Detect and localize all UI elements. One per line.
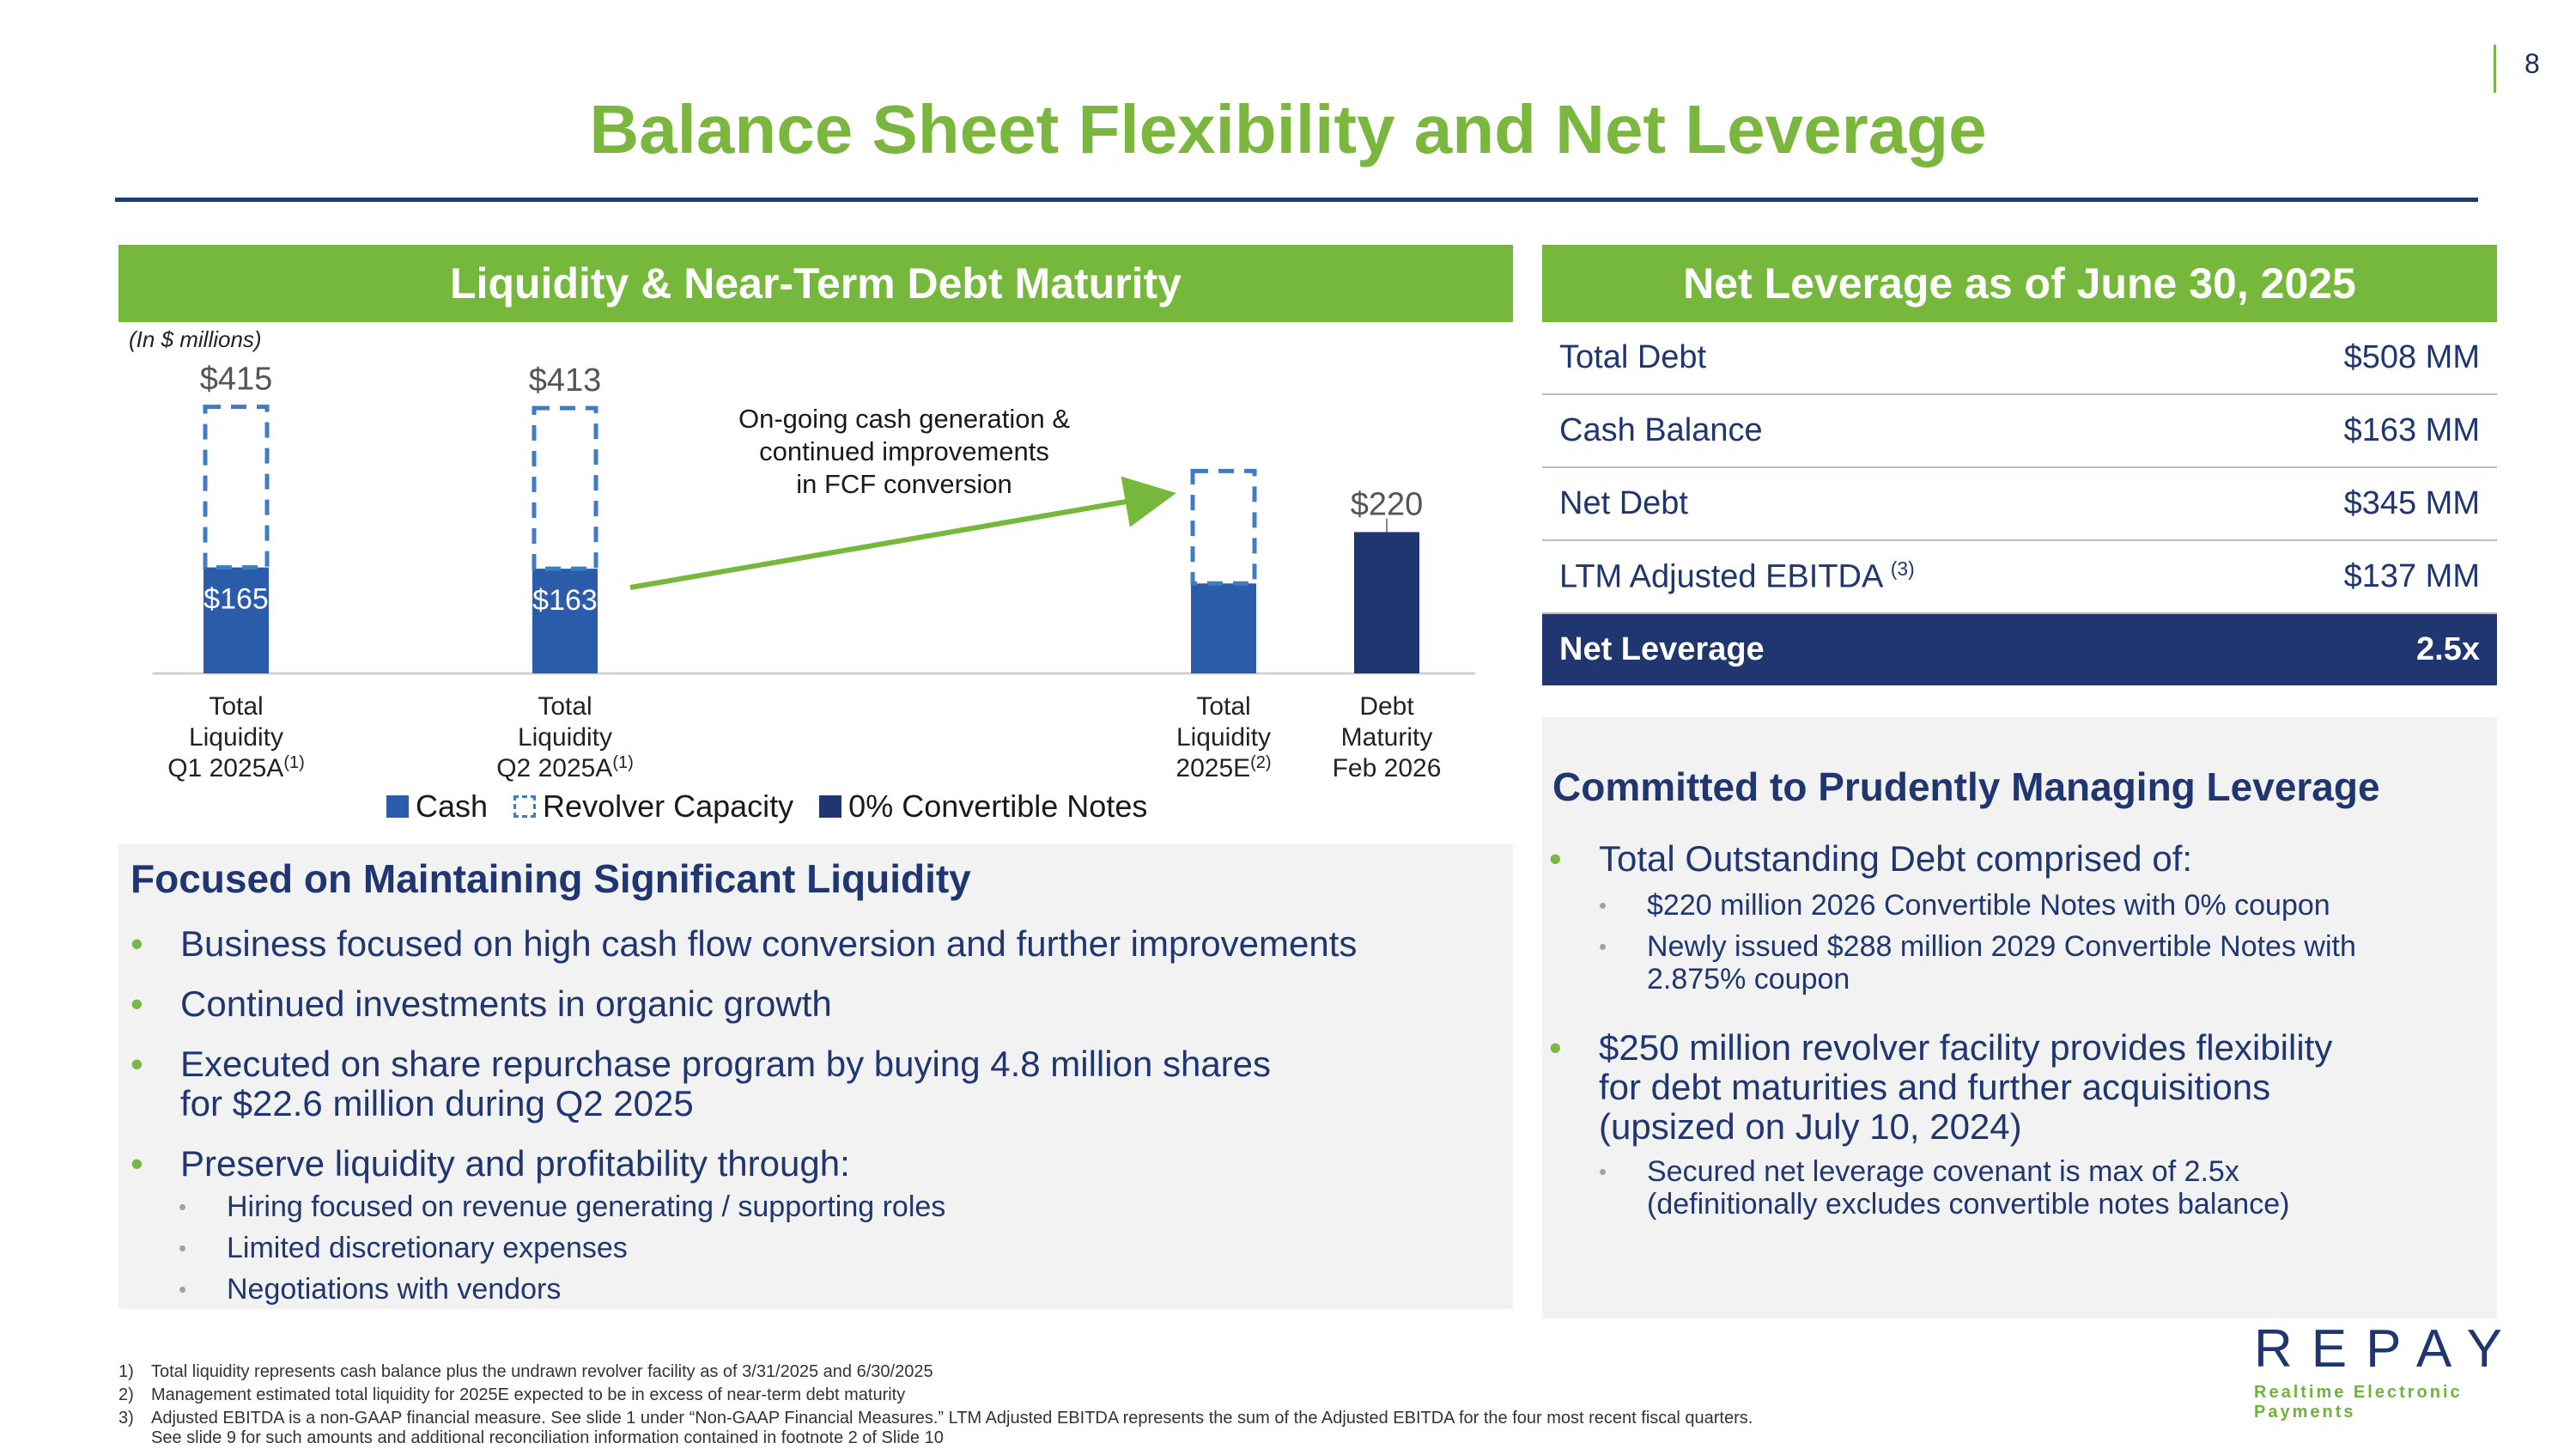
data-label-cash: $165 (204, 583, 269, 616)
data-label-total: $220 (1351, 486, 1424, 522)
x-tick-label: Debt (1359, 692, 1414, 721)
x-tick-label: Q2 2025A(1) (496, 753, 634, 782)
table-row: Total Debt $508 MM (1542, 322, 2497, 395)
legend-label-revolver: Revolver Capacity (543, 788, 794, 824)
legend-label-cash: Cash (416, 788, 489, 824)
repay-logo: REPAY Realtime Electronic Payments (2254, 1318, 2529, 1422)
x-tick-label: 2025E(2) (1176, 753, 1271, 782)
liquidity-focus-panel: Focused on Maintaining Significant Liqui… (118, 843, 1513, 1309)
annotation-text: On-going cash generation & (738, 404, 1070, 434)
sub-bullet-dot-icon: • (1599, 934, 1607, 959)
table-row: Cash Balance $163 MM (1542, 394, 2497, 468)
list-item: • Business focused on high cash flow conv… (131, 923, 1358, 964)
legend-swatch-cash (386, 795, 409, 818)
bar-revolver (532, 405, 598, 571)
legend-item-convertible: 0% Convertible Notes (819, 788, 1147, 825)
x-tick-label: Liquidity (1176, 723, 1271, 752)
row-value-net-debt: $345 MM (2206, 467, 2497, 541)
annotation-text: in FCF conversion (796, 469, 1012, 499)
sub-bullet-dot-icon: • (179, 1235, 187, 1261)
bullet-dot-icon: • (131, 1044, 143, 1084)
page-number-marker (2494, 45, 2496, 93)
x-tick-label: Total (1196, 692, 1250, 721)
bullet-dot-icon: • (131, 1143, 143, 1184)
x-tick-label: Liquidity (518, 723, 612, 752)
legend-item-cash: Cash (386, 788, 488, 825)
data-label-total: $413 (529, 362, 602, 399)
row-label-cash-balance: Cash Balance (1542, 394, 2207, 468)
bar-cash (204, 567, 269, 673)
bar-cash (1191, 583, 1256, 673)
chart-legend: Cash Revolver Capacity 0% Convertible No… (386, 788, 1147, 825)
sub-list-item: • Negotiations with vendors (179, 1273, 562, 1306)
row-label-net-leverage: Net Leverage (1542, 613, 2207, 685)
list-item: • Preserve liquidity and profitability th… (131, 1143, 850, 1184)
growth-arrow (629, 476, 1176, 590)
row-value-total-debt: $508 MM (2206, 322, 2497, 395)
data-label-cash: $163 (532, 584, 598, 617)
bar-revolver (203, 405, 270, 570)
net-leverage-table: Total Debt $508 MM Cash Balance $163 MM … (1542, 322, 2497, 685)
sub-list-item: • Limited discretionary expenses (179, 1232, 628, 1264)
table-row: LTM Adjusted EBITDA (3) $137 MM (1542, 540, 2497, 614)
logo-wordmark: REPAY (2254, 1319, 2521, 1379)
footnote-ref: (3) (1890, 557, 1915, 581)
row-label-total-debt: Total Debt (1542, 322, 2207, 395)
page-number: 8 (2524, 48, 2540, 79)
logo-tagline: Realtime Electronic Payments (2254, 1383, 2463, 1422)
sub-bullet-dot-icon: • (179, 1276, 187, 1302)
bullet-dot-icon: • (1549, 838, 1562, 879)
legend-label-convertible: 0% Convertible Notes (848, 788, 1148, 824)
sub-bullet-dot-icon: • (179, 1194, 187, 1220)
sub-list-item: • Secured net leverage covenant is max of… (1599, 1155, 2290, 1221)
title-divider (115, 198, 2478, 202)
x-tick-label: Total (538, 692, 592, 721)
data-label-total: $415 (200, 362, 273, 398)
bar-cash (532, 569, 598, 673)
x-tick-label: Maturity (1341, 723, 1433, 752)
x-tick-label: Liquidity (189, 723, 283, 752)
page-title: Balance Sheet Flexibility and Net Levera… (589, 91, 1987, 167)
list-item: • $250 million revolver facility provides… (1549, 1027, 2333, 1147)
x-tick-label: Feb 2026 (1333, 754, 1442, 782)
bar-convertible (1354, 532, 1419, 673)
leverage-commitment-title: Committed to Prudently Managing Leverage (1552, 764, 2380, 809)
leverage-commitment-panel: Committed to Prudently Managing Leverage… (1542, 717, 2497, 1318)
table-row-total: Net Leverage 2.5x (1542, 613, 2497, 685)
list-item: • Executed on share repurchase program by… (131, 1044, 1272, 1123)
list-item: • Continued investments in organic growth (131, 983, 832, 1024)
bullet-dot-icon: • (131, 923, 143, 964)
table-row: Net Debt $345 MM (1542, 467, 2497, 541)
annotation-text: continued improvements (759, 436, 1049, 466)
row-label-net-debt: Net Debt (1542, 467, 2207, 541)
legend-swatch-convertible (819, 795, 842, 818)
row-label-ltm-ebitda: LTM Adjusted EBITDA (3) (1542, 540, 2207, 614)
units-note: (In $ millions) (129, 326, 262, 352)
sub-list-item: • Newly issued $288 million 2029 Converti… (1599, 930, 2356, 995)
legend-swatch-revolver (513, 795, 537, 818)
x-tick-label: Q1 2025A(1) (167, 753, 305, 782)
liquidity-focus-title: Focused on Maintaining Significant Liqui… (131, 856, 971, 901)
row-value-ltm-ebitda: $137 MM (2206, 540, 2497, 614)
row-value-net-leverage: 2.5x (2206, 613, 2497, 685)
sub-bullet-dot-icon: • (1599, 892, 1607, 918)
sub-bullet-dot-icon: • (1599, 1159, 1607, 1184)
row-value-cash-balance: $163 MM (2206, 394, 2497, 468)
legend-item-revolver: Revolver Capacity (513, 788, 793, 825)
liquidity-section-header: Liquidity & Near-Term Debt Maturity (118, 245, 1513, 322)
bullet-dot-icon: • (1549, 1027, 1562, 1068)
bullet-dot-icon: • (131, 983, 143, 1024)
x-tick-label: Total (209, 692, 263, 721)
list-item: • Total Outstanding Debt comprised of: (1549, 838, 2193, 879)
bar-revolver (1190, 468, 1257, 586)
net-leverage-section-header: Net Leverage as of June 30, 2025 (1542, 245, 2497, 322)
sub-list-item: • $220 million 2026 Convertible Notes wit… (1599, 889, 2330, 922)
sub-list-item: • Hiring focused on revenue generating / … (179, 1190, 946, 1223)
